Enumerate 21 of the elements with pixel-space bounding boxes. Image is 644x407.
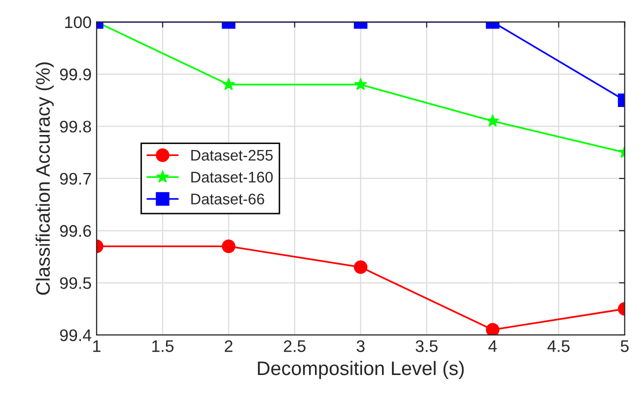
y-tick-label: 99.9 (60, 68, 91, 80)
x-tick-label: 4 (488, 340, 497, 352)
x-tick-label: 2.5 (284, 340, 306, 352)
x-tick-label: 5 (620, 340, 629, 352)
x-tick-label: 2 (224, 340, 232, 352)
x-tick-label: 3 (356, 340, 365, 352)
x-tick-label: 4.5 (547, 340, 570, 352)
legend-label: Dataset-66 (191, 194, 264, 204)
y-tick-label: 99.6 (60, 225, 92, 237)
y-tick-label: 99.4 (60, 329, 92, 342)
x-tick-label: 3.5 (416, 340, 438, 352)
legend-label: Dataset-255 (191, 150, 273, 161)
y-axis-title: Classification Accuracy (%) (36, 62, 54, 295)
y-tick-label: 99.8 (60, 120, 92, 133)
x-axis-title: Decomposition Level (s) (258, 360, 464, 380)
y-tick-label: 99.7 (60, 172, 91, 185)
x-tick-label: 1.5 (152, 340, 174, 352)
legend-label: Dataset-160 (191, 172, 273, 183)
x-tick-label: 1 (93, 340, 100, 352)
y-tick-label: 99.5 (60, 277, 92, 289)
y-tick-label: 100 (65, 16, 92, 28)
